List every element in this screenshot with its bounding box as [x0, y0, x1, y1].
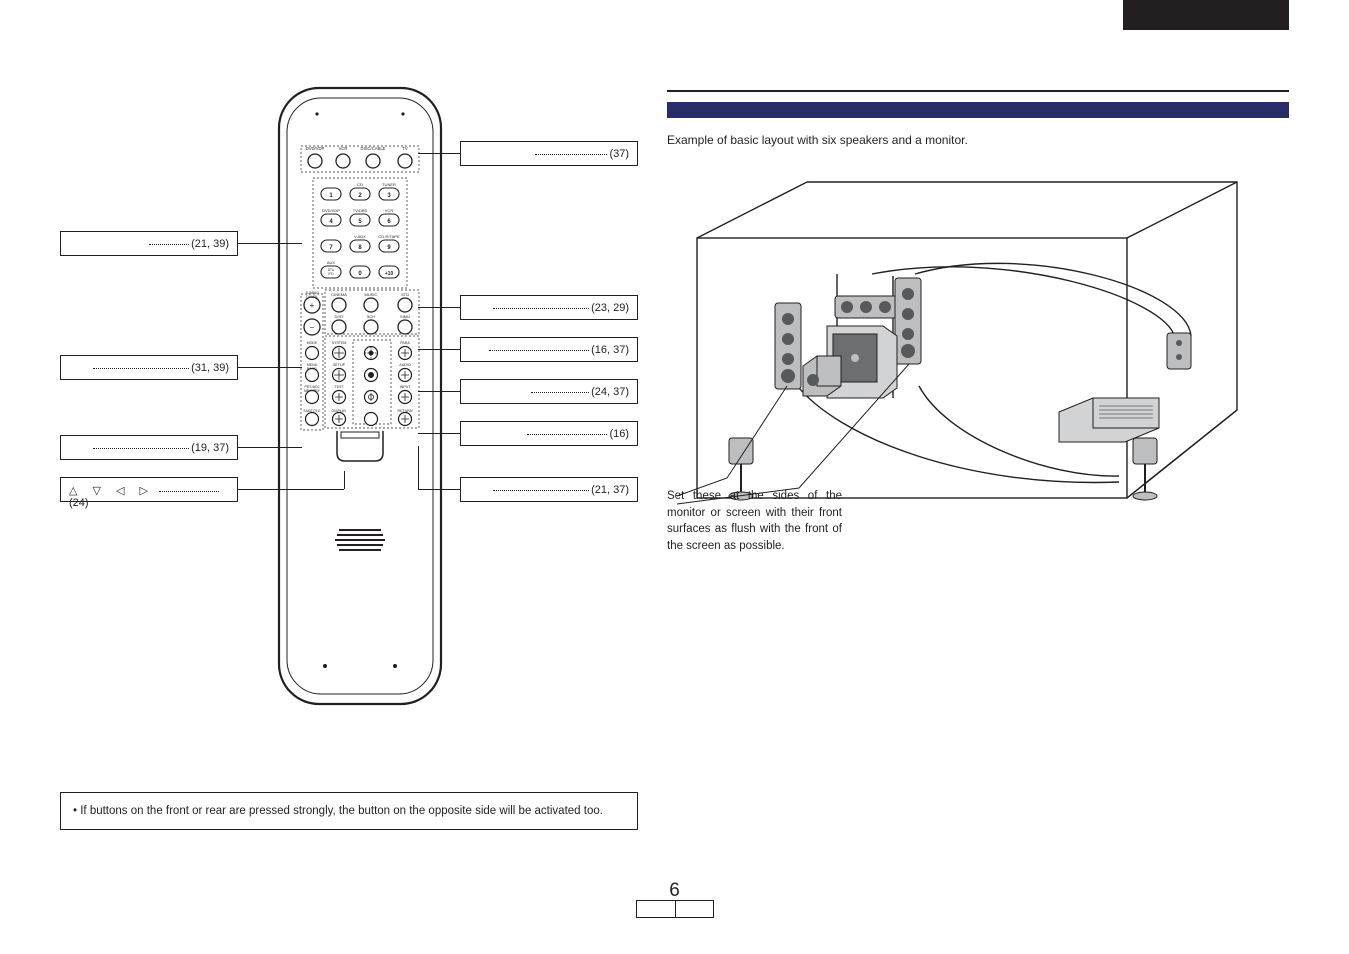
note-text: • If buttons on the front or rear are pr… — [73, 803, 625, 819]
callout-ref: (21, 39) — [191, 238, 229, 250]
callout-ref: (24) — [69, 497, 89, 509]
svg-text:TUNER: TUNER — [382, 182, 396, 187]
speaker-placement-caption: Set these at the sides of the monitor or… — [667, 488, 842, 555]
svg-text:DISC/CABLE: DISC/CABLE — [361, 146, 386, 151]
intro-text: Example of basic layout with six speaker… — [667, 132, 1289, 149]
svg-text:IFD: IFD — [328, 272, 334, 276]
callout-right-3: (16, 37) — [460, 337, 638, 362]
svg-text:+: + — [310, 301, 315, 310]
svg-text:−: − — [310, 323, 315, 332]
svg-text:D/ST: D/ST — [334, 314, 344, 319]
svg-text:TEST: TEST — [334, 385, 344, 389]
callout-right-2: (23, 29) — [460, 295, 638, 320]
callout-ref: (16) — [609, 428, 629, 440]
lead-line — [344, 471, 345, 489]
svg-text:CINEMA: CINEMA — [331, 292, 347, 297]
section-heading-bar — [667, 102, 1289, 118]
svg-text:AUDIO: AUDIO — [399, 363, 411, 367]
svg-text:SIMU: SIMU — [400, 314, 410, 319]
lead-line — [238, 447, 302, 448]
callout-right-4: (24, 37) — [460, 379, 638, 404]
page-number-area: 6 — [0, 880, 1349, 918]
lead-line — [238, 489, 344, 490]
callout-right-6: (21, 37) — [460, 477, 638, 502]
svg-text:INPUT: INPUT — [400, 385, 412, 389]
callout-right-1: (37) — [460, 141, 638, 166]
callout-ref: (31, 39) — [191, 362, 229, 374]
svg-text:SETUP: SETUP — [333, 363, 346, 367]
callout-ref: (19, 37) — [191, 442, 229, 454]
svg-text:MODE: MODE — [307, 341, 318, 345]
svg-text:AUX: AUX — [327, 260, 336, 265]
svg-text:PARA: PARA — [400, 341, 410, 345]
lead-line — [238, 243, 302, 244]
svg-text:VCR: VCR — [385, 208, 394, 213]
svg-text:MUSIC: MUSIC — [365, 292, 378, 297]
remote-control-illustration: DVD/VDP VCR DISC/CABLE TV CD TUNER DVD/VDP TV… — [277, 86, 443, 706]
callout-ref: (16, 37) — [591, 344, 629, 356]
svg-text:DVD/VDP: DVD/VDP — [322, 208, 340, 213]
page-number-box — [636, 900, 714, 918]
svg-text:V.AUX: V.AUX — [354, 234, 366, 239]
callout-left-2: (31, 39) — [60, 355, 238, 380]
section-rule — [667, 90, 1289, 92]
callout-ref: (21, 37) — [591, 484, 629, 496]
lead-line — [418, 349, 460, 350]
lead-line — [418, 446, 419, 489]
lead-line — [418, 489, 460, 490]
note-body: If buttons on the front or rear are pres… — [80, 805, 603, 817]
callout-ref: (24, 37) — [591, 386, 629, 398]
header-black-tab — [1123, 0, 1289, 30]
callout-ref: (37) — [609, 148, 629, 160]
right-column: Example of basic layout with six speaker… — [667, 90, 1289, 149]
svg-text:SYSTEM: SYSTEM — [332, 341, 347, 345]
callout-left-1: (21, 39) — [60, 231, 238, 256]
svg-text:TV VOL: TV VOL — [306, 295, 319, 299]
svg-text:CD: CD — [357, 182, 363, 187]
svg-text:CD-R/TAPE: CD-R/TAPE — [378, 234, 400, 239]
svg-text:STD: STD — [401, 292, 409, 297]
lead-line — [418, 391, 460, 392]
lead-line — [238, 367, 302, 368]
callout-ref: (23, 29) — [591, 302, 629, 314]
callout-left-3: (19, 37) — [60, 435, 238, 460]
lead-line — [418, 307, 460, 308]
arrow-glyphs: △ ▽ ◁ ▷ — [69, 485, 154, 497]
svg-text:5CH: 5CH — [367, 314, 375, 319]
note-box: • If buttons on the front or rear are pr… — [60, 792, 638, 830]
room-layout-diagram: Set these at the sides of the monitor or… — [667, 178, 1287, 523]
bullet-glyph: • — [73, 805, 77, 817]
svg-text:VCR: VCR — [339, 146, 348, 151]
callout-left-4-arrows: △ ▽ ◁ ▷ (24) — [60, 477, 238, 502]
page-number: 6 — [0, 880, 1349, 902]
callout-right-5: (16) — [460, 421, 638, 446]
lead-line — [418, 433, 460, 434]
svg-text:TV: TV — [402, 146, 408, 151]
svg-text:+10: +10 — [385, 271, 394, 277]
lead-line — [418, 153, 460, 154]
svg-text:DVD/VDP: DVD/VDP — [306, 146, 325, 151]
svg-text:TV/DBS: TV/DBS — [353, 208, 368, 213]
